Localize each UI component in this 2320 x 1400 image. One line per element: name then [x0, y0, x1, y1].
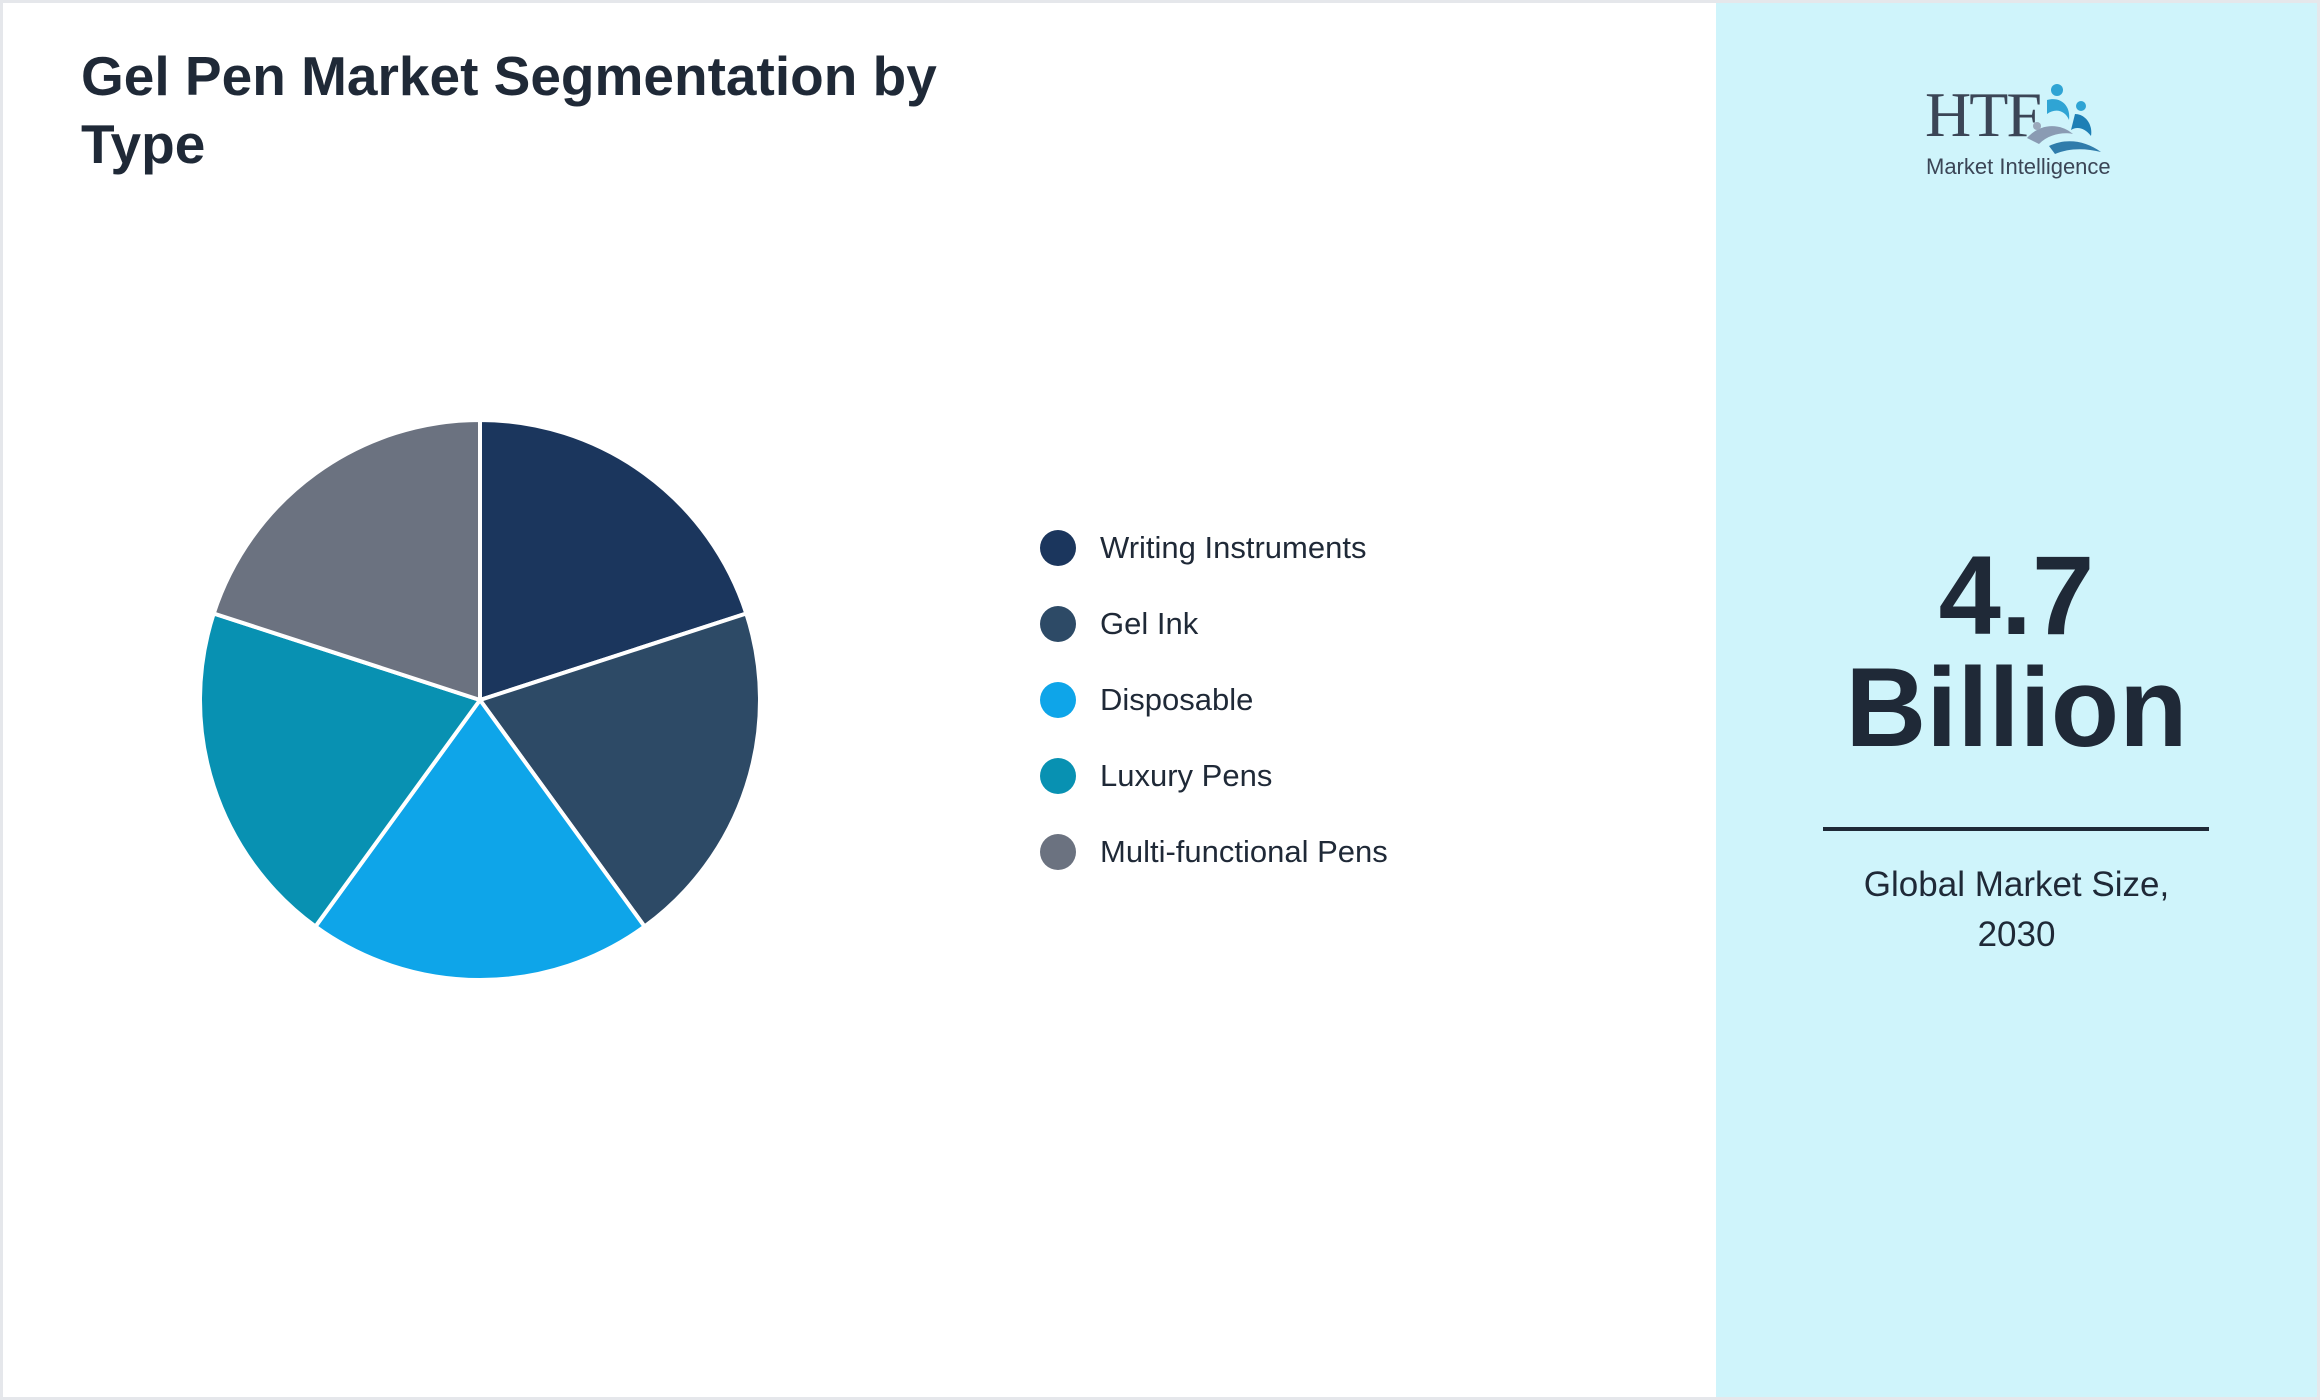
stat-divider	[1823, 827, 2209, 831]
legend-label: Disposable	[1100, 682, 1254, 717]
legend-swatch	[1040, 758, 1076, 794]
pie-slice-luxury-pens	[198, 611, 482, 929]
legend-label: Gel Ink	[1100, 606, 1199, 641]
pie-slice-multi-functional-pens	[211, 418, 482, 702]
pie-slice-disposable	[313, 698, 647, 982]
legend-item: Disposable	[1040, 662, 1388, 738]
chart-title: Gel Pen Market Segmentation by Type	[81, 45, 937, 175]
legend-label: Writing Instruments	[1100, 530, 1367, 565]
legend-swatch	[1040, 530, 1076, 566]
legend-swatch	[1040, 606, 1076, 642]
pie-chart	[198, 418, 762, 982]
summary-panel	[1716, 3, 2317, 1397]
legend-item: Gel Ink	[1040, 586, 1388, 662]
legend-swatch	[1040, 682, 1076, 718]
legend-item: Luxury Pens	[1040, 738, 1388, 814]
caption-line-2: 2030	[1977, 915, 2056, 954]
logo-subtitle: Market Intelligence	[1926, 154, 2111, 179]
legend-item: Multi-functional Pens	[1040, 814, 1388, 890]
logo-wordmark: HTF	[1925, 79, 2042, 150]
market-size-unit: Billion	[1845, 645, 2188, 770]
chart-legend: Writing Instruments Gel Ink Disposable Luxu…	[1040, 510, 1388, 890]
pie-slice-gel-ink	[478, 611, 762, 929]
htf-logo: HTF Market Intelligence	[1917, 78, 2111, 188]
market-size-value: 4.7 Billion	[1716, 540, 2317, 764]
market-size-caption: Global Market Size, 2030	[1716, 860, 2317, 960]
pie-slice-writing-instruments	[478, 418, 749, 702]
caption-line-1: Global Market Size,	[1863, 865, 2170, 904]
market-size-number: 4.7	[1938, 533, 2095, 658]
legend-label: Multi-functional Pens	[1100, 834, 1388, 869]
legend-swatch	[1040, 834, 1076, 870]
logo-figures-icon	[2027, 84, 2101, 154]
legend-label: Luxury Pens	[1100, 758, 1273, 793]
legend-item: Writing Instruments	[1040, 510, 1388, 586]
